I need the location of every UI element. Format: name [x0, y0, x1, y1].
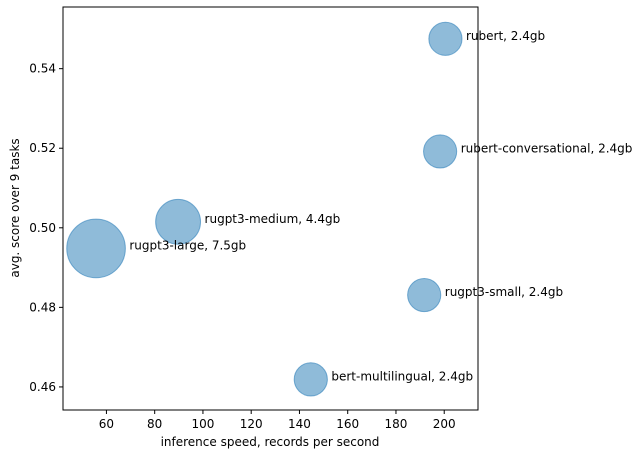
y-tick-label: 0.54: [29, 62, 56, 76]
x-tick-label: 120: [240, 417, 263, 431]
data-point: [155, 198, 202, 245]
data-point-label: rubert-conversational, 2.4gb: [461, 141, 633, 155]
y-tick-label: 0.48: [29, 300, 56, 314]
x-axis-label: inference speed, records per second: [161, 435, 380, 449]
data-point: [293, 362, 328, 397]
data-point-label: rugpt3-medium, 4.4gb: [205, 212, 341, 226]
points-layer: [66, 21, 463, 397]
x-tick-label: 160: [336, 417, 359, 431]
x-tick-label: 60: [99, 417, 114, 431]
y-axis: 0.46 0.48 0.50 0.52 0.54: [29, 62, 63, 394]
x-tick-label: 200: [433, 417, 456, 431]
data-point: [66, 218, 126, 279]
y-axis-label: avg. score over 9 tasks: [8, 138, 22, 277]
y-tick-label: 0.50: [29, 221, 56, 235]
data-point: [428, 21, 463, 56]
point-labels-layer: rubert, 2.4gb rubert-conversational, 2.4g…: [129, 29, 632, 384]
y-tick-label: 0.52: [29, 141, 56, 155]
data-point-label: rugpt3-small, 2.4gb: [445, 285, 563, 299]
x-tick-label: 180: [385, 417, 408, 431]
x-tick-label: 80: [147, 417, 162, 431]
data-point-label: rugpt3-large, 7.5gb: [129, 238, 246, 252]
y-tick-label: 0.46: [29, 380, 56, 394]
data-point-label: bert-multilingual, 2.4gb: [331, 369, 473, 383]
x-axis: 60 80 100 120 140 160 180 200: [99, 410, 456, 431]
x-tick-label: 100: [191, 417, 214, 431]
data-point: [423, 134, 458, 169]
data-point: [407, 277, 442, 313]
plot-frame: [62, 6, 479, 411]
x-tick-label: 140: [288, 417, 311, 431]
data-point-label: rubert, 2.4gb: [466, 29, 545, 43]
